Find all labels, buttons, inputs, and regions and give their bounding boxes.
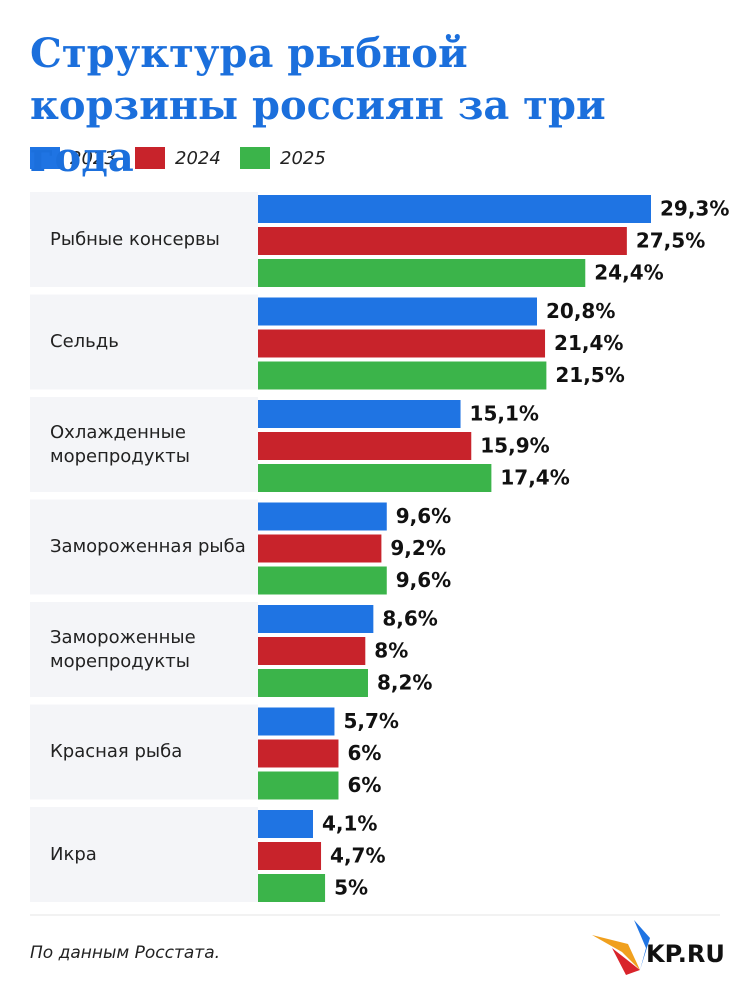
bar xyxy=(258,297,537,326)
category-label: Сельдь xyxy=(50,331,119,352)
value-label: 24,4% xyxy=(594,261,663,285)
category-label: Охлажденные морепродукты xyxy=(50,421,190,467)
legend-label: 2024 xyxy=(175,148,221,169)
bar xyxy=(258,227,627,255)
value-label: 6% xyxy=(347,741,381,765)
value-label: 20,8% xyxy=(546,299,615,323)
group-bg xyxy=(30,294,258,390)
value-label: 6% xyxy=(347,773,381,797)
value-label: 21,4% xyxy=(554,331,623,355)
bar xyxy=(258,502,387,531)
bar xyxy=(258,810,313,838)
bar xyxy=(258,874,326,902)
bar xyxy=(258,605,374,633)
chart-title: Структура рыбной корзины россиян за три … xyxy=(30,30,606,181)
legend-swatch xyxy=(135,147,165,169)
bar xyxy=(258,259,586,287)
value-label: 27,5% xyxy=(636,229,705,253)
legend-swatch xyxy=(240,147,270,169)
value-label: 4,7% xyxy=(330,844,385,868)
logo: KP.RU xyxy=(646,940,725,968)
group-bg xyxy=(30,807,258,902)
bar xyxy=(258,361,547,390)
bar xyxy=(258,400,461,428)
value-label: 9,6% xyxy=(396,568,451,592)
bar xyxy=(258,329,546,358)
bar xyxy=(258,566,387,595)
legend-swatch xyxy=(30,147,60,169)
bar xyxy=(258,637,366,665)
group-bg xyxy=(30,602,258,697)
value-label: 5% xyxy=(334,876,368,900)
category-label: Рыбные консервы xyxy=(50,228,220,250)
value-label: 8% xyxy=(374,639,408,663)
category-label: Замороженная рыба xyxy=(50,536,246,557)
source: По данным Росстата. xyxy=(30,943,220,963)
value-label: 9,6% xyxy=(396,504,451,528)
bar xyxy=(258,707,335,736)
value-label: 8,6% xyxy=(382,607,437,631)
value-label: 21,5% xyxy=(555,363,624,387)
group-bg xyxy=(30,704,258,800)
bar xyxy=(258,195,651,223)
value-label: 15,1% xyxy=(470,402,539,426)
value-label: 17,4% xyxy=(500,466,569,490)
group-bg xyxy=(30,499,258,595)
category-label: Икра xyxy=(50,843,97,865)
bar xyxy=(258,739,339,768)
bar xyxy=(258,842,322,870)
value-label: 9,2% xyxy=(390,536,445,560)
logo-bird xyxy=(592,920,650,975)
bar xyxy=(258,534,382,563)
group-bg xyxy=(30,192,258,287)
bar xyxy=(258,464,492,492)
group-bg xyxy=(30,397,258,492)
value-label: 5,7% xyxy=(343,709,398,733)
legend-label: 2025 xyxy=(280,148,326,169)
bar xyxy=(258,432,472,460)
category-label: Замороженные морепродукты xyxy=(50,626,196,672)
value-label: 29,3% xyxy=(660,197,729,221)
value-label: 8,2% xyxy=(377,671,432,695)
bar xyxy=(258,771,339,800)
bar xyxy=(258,669,368,697)
value-label: 15,9% xyxy=(480,434,549,458)
value-label: 4,1% xyxy=(322,812,377,836)
legend-label: 2023 xyxy=(70,148,116,169)
category-label: Красная рыба xyxy=(50,741,183,762)
